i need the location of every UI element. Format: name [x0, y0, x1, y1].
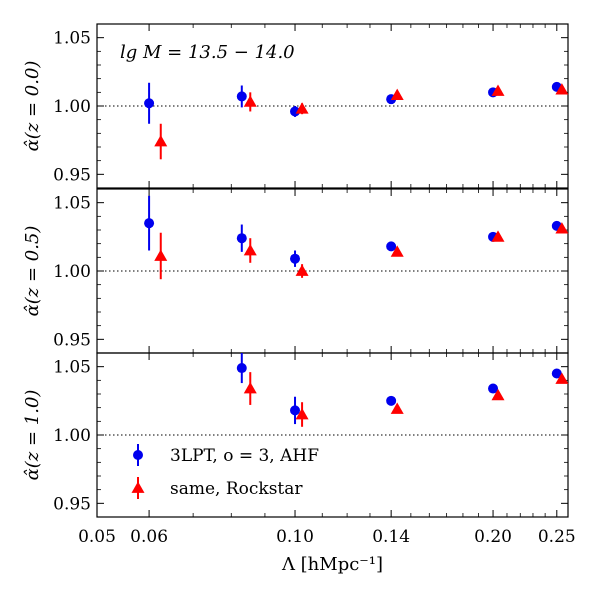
- panel-1: [96, 188, 569, 354]
- data-point-circle: [144, 98, 155, 109]
- data-point-triangle: [555, 372, 569, 384]
- y-tick-label: 1.00: [53, 97, 91, 117]
- data-point-triangle: [390, 245, 404, 257]
- y-tick-label: 1.00: [53, 262, 91, 282]
- data-point-triangle: [243, 382, 257, 394]
- legend-marker-circle: [133, 450, 143, 460]
- data-point-triangle: [154, 135, 168, 147]
- data-point-circle: [551, 368, 562, 379]
- data-point-triangle: [295, 264, 309, 276]
- legend-label: 3LPT, o = 3, AHF: [170, 446, 319, 466]
- data-point-circle: [144, 218, 155, 229]
- y-axis-label: α̂(z = 0.5): [22, 226, 43, 317]
- data-point-circle: [290, 405, 301, 416]
- data-point-circle: [386, 241, 397, 252]
- y-tick-label: 1.00: [53, 426, 91, 446]
- panel-0: [96, 23, 569, 189]
- data-point-triangle: [555, 83, 569, 95]
- data-point-circle: [488, 383, 499, 394]
- data-point-triangle: [243, 244, 257, 256]
- data-point-triangle: [555, 222, 569, 234]
- data-point-triangle: [243, 95, 257, 107]
- y-tick-label: 1.05: [53, 29, 91, 49]
- data-point-triangle: [491, 230, 505, 242]
- data-point-triangle: [295, 408, 309, 420]
- data-point-triangle: [491, 388, 505, 401]
- data-point-triangle: [390, 88, 404, 100]
- x-tick-label: 0.25: [538, 527, 576, 547]
- data-point-circle: [290, 253, 301, 264]
- data-point-circle: [236, 91, 247, 102]
- x-tick-label: 0.10: [276, 527, 314, 547]
- data-point-circle: [236, 363, 247, 374]
- y-axis-label: α̂(z = 0.0): [22, 61, 43, 152]
- y-tick-label: 1.05: [53, 358, 91, 378]
- x-tick-label: 0.14: [372, 527, 410, 547]
- data-point-triangle: [491, 84, 505, 96]
- x-tick-label: 0.20: [474, 527, 512, 547]
- x-tick-label: 0.06: [130, 527, 168, 547]
- y-tick-label: 0.95: [53, 165, 91, 185]
- x-tick-label: 0.05: [78, 527, 116, 547]
- y-axis-label: α̂(z = 1.0): [22, 390, 43, 481]
- data-point-triangle: [154, 249, 168, 261]
- legend-label: same, Rockstar: [170, 479, 303, 499]
- legend-marker-triangle: [131, 481, 145, 493]
- panel-2: [96, 352, 569, 518]
- x-axis-label: Λ [hMpc⁻¹]: [281, 554, 383, 575]
- y-tick-label: 1.05: [53, 194, 91, 214]
- y-tick-label: 0.95: [53, 330, 91, 350]
- y-tick-label: 0.95: [53, 494, 91, 514]
- data-point-circle: [290, 106, 301, 117]
- data-point-circle: [386, 395, 397, 406]
- data-point-circle: [236, 233, 247, 244]
- mass-bin-annotation: lg M = 13.5 − 14.0: [120, 42, 295, 63]
- data-point-triangle: [390, 402, 404, 414]
- data-point-triangle: [295, 102, 309, 114]
